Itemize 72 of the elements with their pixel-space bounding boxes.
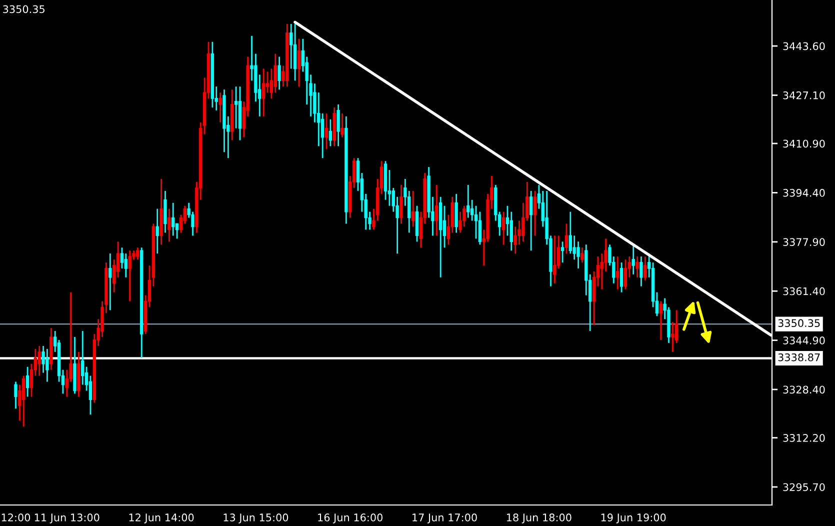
candlestick [324, 112, 328, 150]
candlestick [278, 56, 281, 90]
y-tick-label: 3361.40 [783, 287, 825, 296]
candlestick [108, 252, 112, 311]
candlestick [124, 252, 128, 278]
candlestick [218, 92, 222, 124]
x-tick-label: 16 Jun 16:00 [318, 514, 382, 524]
y-tick-label: 3312.20 [783, 434, 825, 442]
candlestick [168, 208, 171, 242]
candlestick [14, 381, 18, 410]
candlestick [553, 234, 556, 284]
candlestick [128, 250, 132, 302]
candlestick [293, 23, 297, 82]
candlestick [632, 244, 635, 276]
candlestick [533, 190, 537, 236]
candlestick [38, 345, 41, 376]
candlestick [81, 330, 84, 386]
candlestick [564, 223, 568, 254]
candlestick [164, 190, 167, 234]
candlestick [136, 246, 140, 260]
candlestick [400, 184, 403, 224]
y-tick-label: 3344.90 [783, 336, 825, 344]
y-tick-label: 3410.90 [783, 140, 825, 148]
candlestick [580, 246, 584, 264]
x-tick-label: 13 Jun 15:00 [224, 514, 288, 524]
candlestick [478, 211, 482, 246]
candlestick [415, 205, 419, 242]
y-tick-label: 3295.70 [783, 483, 825, 492]
candlestick [274, 53, 277, 94]
candlestick [22, 375, 26, 428]
candlestick [290, 23, 293, 70]
candlestick [454, 193, 458, 234]
candlestick [171, 202, 175, 236]
candlestick [620, 262, 624, 293]
candlestick [156, 208, 159, 254]
candlestick [46, 348, 49, 382]
candlestick [560, 240, 564, 264]
candlestick [262, 68, 266, 118]
candlestick [336, 104, 340, 147]
candlestick [510, 211, 513, 252]
y-tick-label: 3427.10 [783, 91, 825, 100]
ref-line-label: 3338.87 [778, 353, 820, 362]
x-tick-label: 12 Jun 14:00 [129, 514, 194, 524]
x-tick-label: 18 Jun 18:00 [506, 514, 572, 524]
y-tick-label: 3394.40 [783, 188, 825, 197]
candlestick [88, 375, 92, 416]
candlestick [644, 256, 647, 282]
candlestick [435, 184, 438, 236]
candlestick [340, 112, 344, 138]
candlestick [659, 300, 662, 341]
ref-line-label: 3350.35 [778, 319, 820, 328]
y-tick-label: 3377.90 [783, 238, 825, 246]
candlestick [328, 118, 332, 147]
candlestick [640, 256, 643, 288]
x-tick-label: 11 Jun 13:00 [34, 514, 100, 524]
candlestick [529, 190, 533, 252]
candlestick [502, 211, 506, 246]
y-tick-label: 3328.40 [783, 386, 825, 394]
x-tick-label: 19 Jun 19:00 [601, 514, 666, 524]
y-tick-label: 3443.60 [783, 42, 825, 50]
candlestick [616, 256, 620, 290]
candlestick [297, 38, 301, 88]
candlestick [234, 86, 238, 129]
x-tick-label: 17 Jun 17:00 [412, 514, 477, 524]
candlestick [624, 258, 628, 290]
candlestick [411, 190, 415, 228]
candlestick [671, 321, 674, 353]
candlestick [466, 184, 470, 218]
candlestick [636, 256, 639, 278]
x-tick-label: 12:00 [2, 514, 30, 522]
candlestick [26, 366, 30, 398]
annotation: 3350.35 [3, 5, 44, 14]
